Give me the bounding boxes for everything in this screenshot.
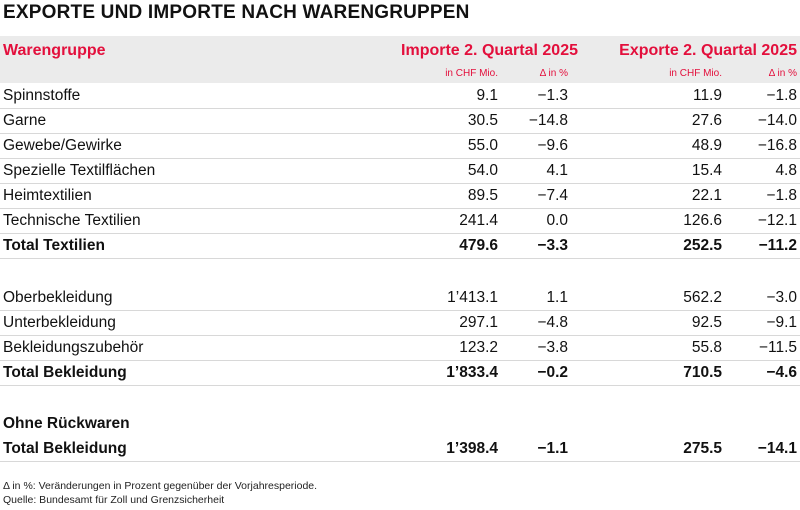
row-label: Gewebe/Gewirke bbox=[3, 137, 122, 154]
row-label: Technische Textilien bbox=[3, 212, 141, 229]
row-label: Bekleidungszubehör bbox=[3, 339, 144, 356]
row-export-delta: −14.1 bbox=[757, 440, 797, 457]
row-label: Spinnstoffe bbox=[3, 87, 81, 104]
row-export: 252.5 bbox=[683, 237, 722, 254]
row-import: 123.2 bbox=[459, 339, 498, 356]
row-export-delta: −12.1 bbox=[757, 212, 797, 229]
row-import: 30.5 bbox=[467, 112, 498, 129]
row-import: 55.0 bbox=[467, 137, 498, 154]
row-export: 48.9 bbox=[691, 137, 722, 154]
row-import-delta: −4.8 bbox=[537, 314, 568, 331]
table-row: Oberbekleidung 1’413.1 1.1 562.2 −3.0 bbox=[0, 286, 800, 311]
row-export-delta: 4.8 bbox=[775, 162, 797, 179]
table-row: Technische Textilien 241.4 0.0 126.6 −12… bbox=[0, 209, 800, 234]
row-export: 126.6 bbox=[683, 212, 722, 229]
subheader-import-unit: in CHF Mio. bbox=[445, 68, 498, 79]
row-import: 89.5 bbox=[467, 187, 498, 204]
row-export-delta: −4.6 bbox=[766, 364, 797, 381]
row-import-delta: −3.8 bbox=[537, 339, 568, 356]
row-label: Heimtextilien bbox=[3, 187, 92, 204]
page-title: EXPORTE UND IMPORTE NACH WARENGRUPPEN bbox=[3, 2, 470, 23]
table-row-total-bekleidung-ohne-rueckwaren: Total Bekleidung 1’398.4 −1.1 275.5 −14.… bbox=[0, 437, 800, 462]
row-import-delta: −1.3 bbox=[537, 87, 568, 104]
table-row: Heimtextilien 89.5 −7.4 22.1 −1.8 bbox=[0, 184, 800, 209]
row-export-delta: −3.0 bbox=[766, 289, 797, 306]
row-import-delta: 0.0 bbox=[546, 212, 568, 229]
row-label: Total Bekleidung bbox=[3, 364, 127, 381]
subheader-export-delta: Δ in % bbox=[768, 68, 797, 79]
row-import: 54.0 bbox=[467, 162, 498, 179]
row-import-delta: 1.1 bbox=[546, 289, 568, 306]
row-import-delta: −7.4 bbox=[537, 187, 568, 204]
subheader-export-unit: in CHF Mio. bbox=[669, 68, 722, 79]
row-export-delta: −1.8 bbox=[766, 187, 797, 204]
row-label: Oberbekleidung bbox=[3, 289, 113, 306]
table-row-total-bekleidung: Total Bekleidung 1’833.4 −0.2 710.5 −4.6 bbox=[0, 361, 800, 386]
row-export-delta: −11.2 bbox=[758, 237, 797, 254]
row-export: 92.5 bbox=[691, 314, 722, 331]
row-export: 22.1 bbox=[691, 187, 722, 204]
row-import-delta: −3.3 bbox=[537, 237, 568, 254]
table-row: Spezielle Textilflächen 54.0 4.1 15.4 4.… bbox=[0, 159, 800, 184]
table-row: Gewebe/Gewirke 55.0 −9.6 48.9 −16.8 bbox=[0, 134, 800, 159]
row-import: 9.1 bbox=[476, 87, 498, 104]
table-row: Garne 30.5 −14.8 27.6 −14.0 bbox=[0, 109, 800, 134]
row-export: 11.9 bbox=[692, 87, 722, 104]
row-import-delta: 4.1 bbox=[546, 162, 568, 179]
row-import-delta: −14.8 bbox=[528, 112, 568, 129]
row-export-delta: −14.0 bbox=[757, 112, 797, 129]
row-label: Unterbekleidung bbox=[3, 314, 116, 331]
row-export: 275.5 bbox=[683, 440, 722, 457]
header-importe: Importe 2. Quartal 2025 bbox=[401, 42, 578, 59]
row-export: 15.4 bbox=[691, 162, 722, 179]
subheader-import-delta: Δ in % bbox=[539, 68, 568, 79]
row-export: 27.6 bbox=[691, 112, 722, 129]
row-export: 55.8 bbox=[691, 339, 722, 356]
row-export: 562.2 bbox=[683, 289, 722, 306]
section-heading-ohne-rueckwaren: Ohne Rückwaren bbox=[0, 412, 800, 437]
table-row: Bekleidungszubehör 123.2 −3.8 55.8 −11.5 bbox=[0, 336, 800, 361]
row-import: 1’398.4 bbox=[446, 440, 498, 457]
row-import: 479.6 bbox=[459, 237, 498, 254]
table-row: Spinnstoffe 9.1 −1.3 11.9 −1.8 bbox=[0, 84, 800, 109]
row-import-delta: −1.1 bbox=[537, 440, 568, 457]
row-label: Garne bbox=[3, 112, 47, 129]
table-row-total-textilien: Total Textilien 479.6 −3.3 252.5 −11.2 bbox=[0, 234, 800, 259]
row-import-delta: −0.2 bbox=[537, 364, 568, 381]
row-export-delta: −9.1 bbox=[766, 314, 797, 331]
row-label: Spezielle Textilflächen bbox=[3, 162, 156, 179]
row-import: 1’413.1 bbox=[447, 289, 498, 306]
row-import: 241.4 bbox=[459, 212, 498, 229]
row-export: 710.5 bbox=[683, 364, 722, 381]
row-export-delta: −1.8 bbox=[766, 87, 797, 104]
row-import: 297.1 bbox=[459, 314, 498, 331]
footnote-source: Quelle: Bundesamt für Zoll und Grenzsich… bbox=[3, 494, 225, 506]
footnote-delta: Δ in %: Veränderungen in Prozent gegenüb… bbox=[3, 480, 318, 492]
header-exporte: Exporte 2. Quartal 2025 bbox=[619, 42, 797, 59]
row-label: Total Bekleidung bbox=[3, 440, 127, 457]
row-import-delta: −9.6 bbox=[537, 137, 568, 154]
row-export-delta: −11.5 bbox=[758, 339, 797, 356]
section-label: Ohne Rückwaren bbox=[3, 415, 130, 432]
row-export-delta: −16.8 bbox=[757, 137, 797, 154]
table-row: Unterbekleidung 297.1 −4.8 92.5 −9.1 bbox=[0, 311, 800, 336]
table-header bbox=[0, 36, 800, 83]
row-import: 1’833.4 bbox=[446, 364, 498, 381]
row-label: Total Textilien bbox=[3, 237, 105, 254]
header-warengruppe: Warengruppe bbox=[3, 42, 106, 59]
